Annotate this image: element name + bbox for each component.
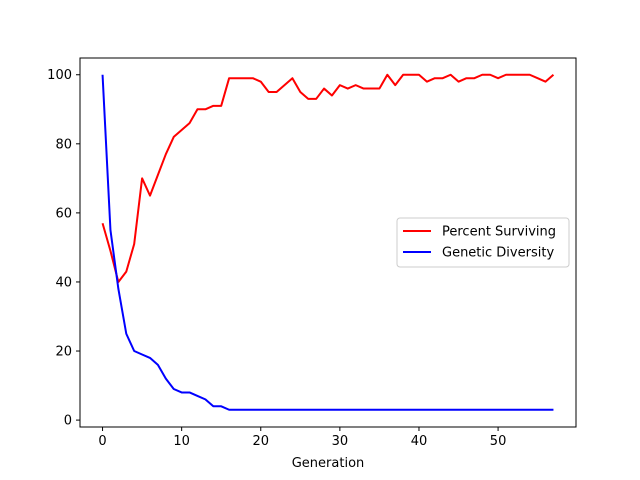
y-tick-label: 60 — [55, 206, 72, 221]
y-tick-label: 80 — [55, 137, 72, 152]
plot-area-frame — [79, 57, 577, 428]
x-tick-label: 0 — [98, 434, 106, 449]
x-tick-label: 40 — [411, 434, 428, 449]
y-tick-label: 100 — [47, 68, 72, 83]
series-lines — [101, 73, 555, 411]
x-axis-label: Generation — [292, 456, 365, 471]
x-tick-label: 20 — [252, 434, 269, 449]
chart-legend: Percent Surviving Genetic Diversity — [396, 217, 570, 268]
x-tick-label: 30 — [332, 434, 349, 449]
legend-label: Percent Surviving — [442, 225, 556, 240]
y-tick-label: 0 — [64, 414, 72, 429]
legend-label: Genetic Diversity — [442, 246, 554, 261]
series-line-percent-surviving — [101, 73, 555, 283]
x-tick-label: 50 — [490, 434, 507, 449]
y-tick-label: 40 — [55, 275, 72, 290]
series-line-genetic-diversity — [101, 74, 554, 411]
y-tick-label: 20 — [55, 345, 72, 360]
x-tick-label: 10 — [173, 434, 190, 449]
legend-box — [396, 217, 570, 268]
axis-ticks: 0 10 20 30 40 50 0 20 40 60 80 100 — [47, 68, 506, 449]
